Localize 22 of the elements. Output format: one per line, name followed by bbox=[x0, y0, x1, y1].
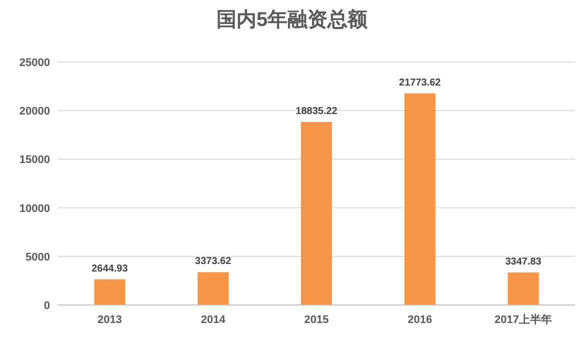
bar bbox=[508, 272, 539, 305]
bar bbox=[198, 272, 229, 305]
data-label: 18835.22 bbox=[296, 106, 338, 117]
bar bbox=[300, 122, 332, 305]
chart-title: 国内5年融资总额 bbox=[216, 8, 369, 31]
y-tick-label: 25000 bbox=[19, 57, 50, 69]
y-tick-label: 15000 bbox=[19, 154, 50, 166]
y-tick-label: 10000 bbox=[19, 202, 50, 215]
data-label: 21773.62 bbox=[399, 77, 442, 88]
y-tick-label: 0 bbox=[44, 300, 50, 312]
x-tick-label: 2013 bbox=[97, 314, 122, 326]
bar bbox=[404, 93, 436, 305]
data-label: 2644.93 bbox=[92, 263, 128, 274]
bar bbox=[94, 279, 126, 305]
data-label: 3373.62 bbox=[195, 256, 232, 268]
x-tick-label: 2016 bbox=[408, 314, 432, 326]
y-tick-label: 20000 bbox=[19, 106, 50, 118]
x-tick-label: 2017上半年 bbox=[494, 313, 552, 326]
x-tick-label: 2015 bbox=[304, 314, 329, 326]
x-tick-label: 2014 bbox=[200, 314, 226, 326]
y-tick-label: 5000 bbox=[26, 251, 50, 264]
data-label: 3347.83 bbox=[505, 256, 542, 268]
